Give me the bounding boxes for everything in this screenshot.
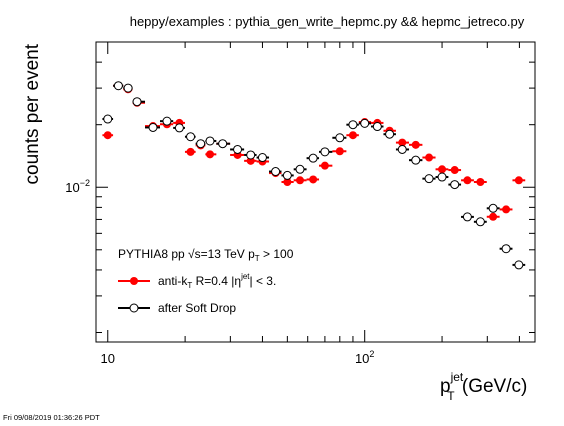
data-point [438,173,446,181]
legend-entry-soft-drop: after Soft Drop [158,301,236,315]
data-point [272,168,280,176]
data-point [296,165,304,173]
data-point [386,130,394,138]
legend-marker-red [130,277,138,285]
x-axis-tick-labels: 10 102 [101,349,375,366]
data-point [321,148,329,156]
x-axis-label: pjet T (GeV/c) [440,370,527,403]
y-axis-tick-labels: 10−2 [65,178,90,195]
legend-entry1-post: | < 3. [250,274,277,288]
data-point [489,213,497,221]
data-point [476,218,484,226]
data-point [425,175,433,183]
data-point [283,171,291,179]
legend-entry-anti-kt: anti-kT R=0.4 |ηjet| < 3. [158,272,276,290]
data-point [124,84,132,92]
y-axis-label: counts per event [22,43,43,184]
data-point [451,166,459,174]
data-point [349,131,357,139]
legend-entry1-pre: anti-k [158,274,188,288]
data-point [219,140,227,148]
data-point [149,123,157,131]
data-point [515,176,523,184]
data-point [234,145,242,153]
data-point [425,154,433,162]
data-point [163,117,171,125]
legend-entry1-mid: R=0.4 |η [192,274,241,288]
series-soft-drop [102,82,525,269]
data-point [463,213,471,221]
data-point [451,181,459,189]
x-tick-label: 10 [101,351,115,366]
chart-title: heppy/examples : pythia_gen_write_hepmc.… [130,14,525,29]
data-point [247,151,255,159]
legend: PYTHIA8 pp √s=13 TeV pT > 100 anti-kT R=… [118,247,294,315]
data-point [309,175,317,183]
legend-marker-black [130,304,138,312]
legend-header-pre: PYTHIA8 pp √s=13 TeV [118,247,248,261]
plot-frame [96,42,535,342]
data-point [502,245,510,253]
x-axis-ticks [96,42,519,342]
data-point [104,115,112,123]
data-point [489,204,497,212]
data-point [412,141,420,149]
data-point [361,119,369,127]
data-point [114,82,122,90]
data-point [336,134,344,142]
data-point [373,123,381,131]
data-point [515,261,523,269]
data-point [187,133,195,141]
data-point [321,162,329,170]
data-point [187,148,195,156]
data-point [197,140,205,148]
data-point [398,145,406,153]
legend-header: PYTHIA8 pp √s=13 TeV pT > 100 [118,247,294,263]
data-point [309,154,317,162]
series-anti-kt [102,82,525,221]
x-axis-label-units: (GeV/c) [457,376,528,397]
data-point [502,205,510,213]
data-point [133,98,141,106]
data-point [175,124,183,132]
data-point [463,176,471,184]
data-point [206,137,214,145]
timestamp: Fri 09/08/2019 01:36:26 PDT [3,413,100,422]
data-point [258,154,266,162]
data-point [206,150,214,158]
y-axis-ticks [96,42,535,332]
data-point [349,121,357,129]
x-tick-label: 102 [355,349,374,366]
legend-header-post: > 100 [260,247,294,261]
data-point [296,176,304,184]
data-point [438,165,446,173]
data-point [412,156,420,164]
y-tick-label: 10−2 [65,178,90,195]
data-point [104,131,112,139]
data-point [336,147,344,155]
x-axis-label-sub: T [447,389,455,403]
data-point [476,178,484,186]
